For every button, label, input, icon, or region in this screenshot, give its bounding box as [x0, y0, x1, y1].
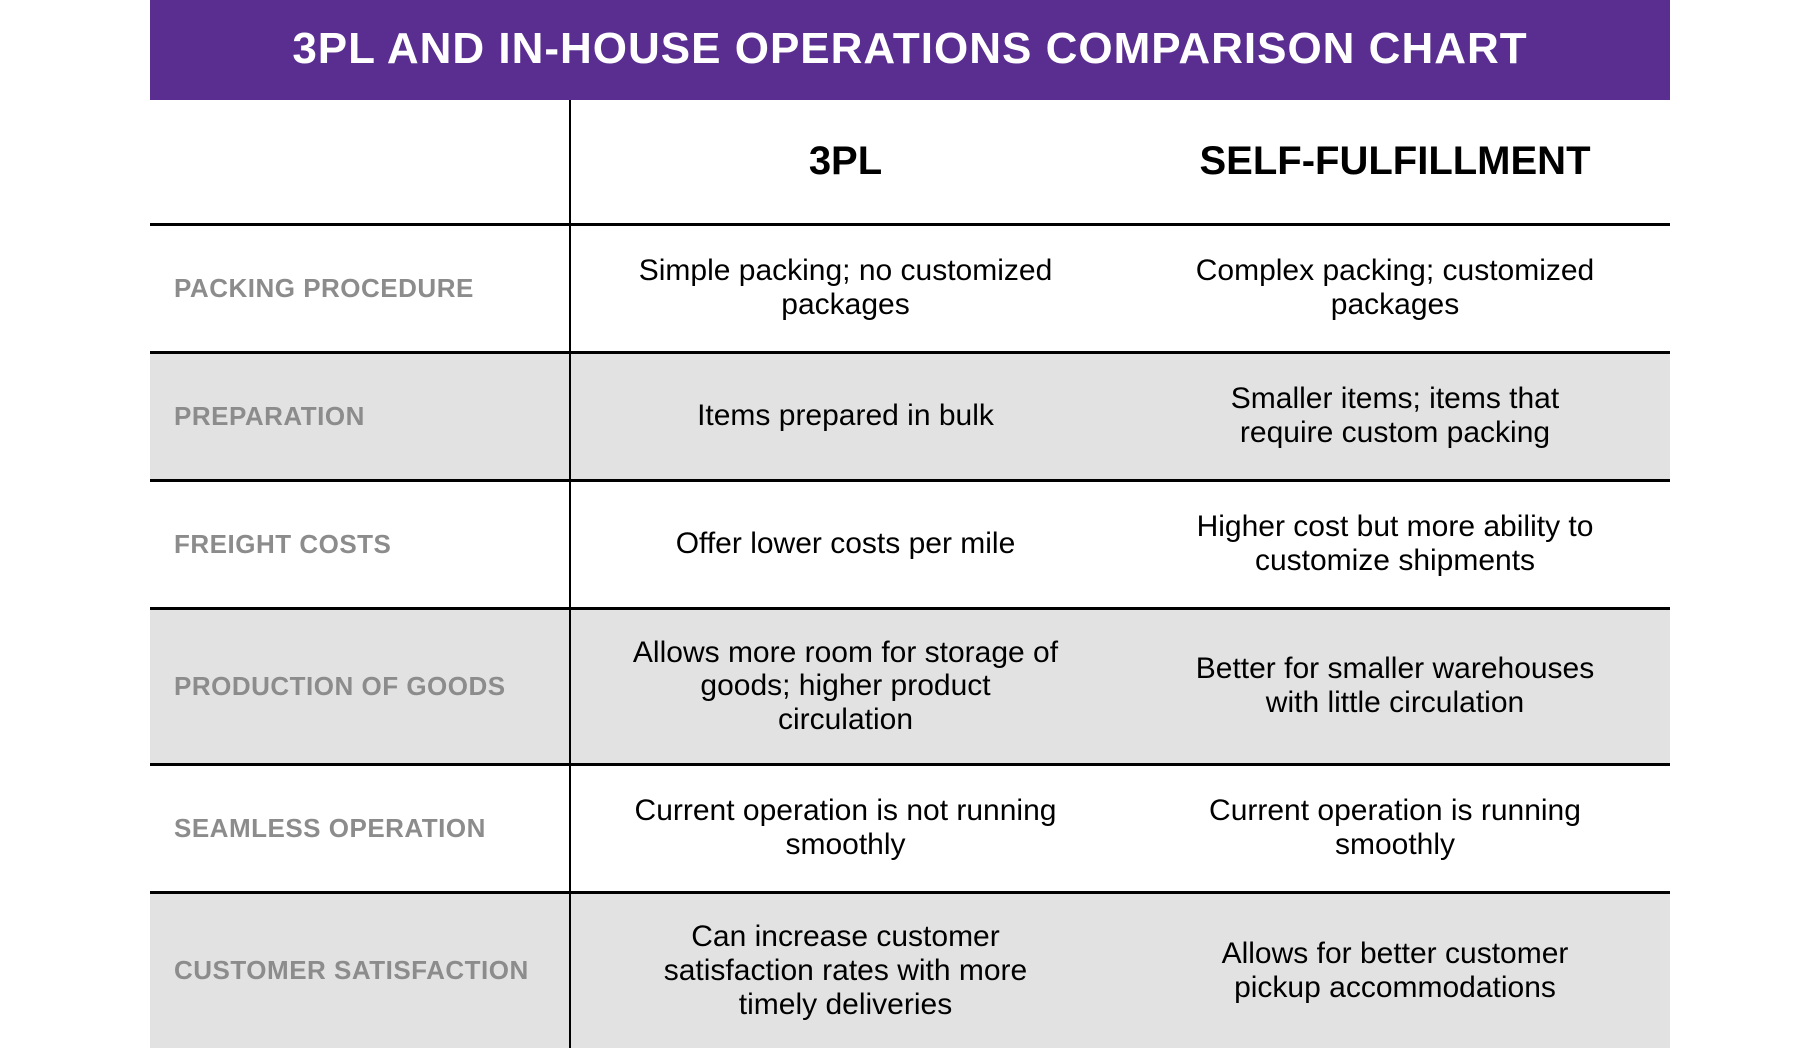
- cell-3pl: Can increase customer satisfaction rates…: [570, 892, 1120, 1048]
- cell-self: Current operation is running smoothly: [1120, 764, 1670, 892]
- cell-self: Smaller items; items that require custom…: [1120, 352, 1670, 480]
- cell-self: Higher cost but more ability to customiz…: [1120, 480, 1670, 608]
- row-label: PREPARATION: [150, 352, 570, 480]
- comparison-table: 3PL SELF-FULFILLMENT PACKING PROCEDURESi…: [150, 100, 1670, 1048]
- row-label: PRODUCTION OF GOODS: [150, 608, 570, 764]
- row-label: FREIGHT COSTS: [150, 480, 570, 608]
- table-row: PRODUCTION OF GOODSAllows more room for …: [150, 608, 1670, 764]
- table-row: PACKING PROCEDURESimple packing; no cust…: [150, 224, 1670, 352]
- row-label: CUSTOMER SATISFACTION: [150, 892, 570, 1048]
- row-label: SEAMLESS OPERATION: [150, 764, 570, 892]
- table-body: 3PL SELF-FULFILLMENT PACKING PROCEDURESi…: [150, 100, 1670, 1048]
- cell-3pl: Allows more room for storage of goods; h…: [570, 608, 1120, 764]
- chart-title: 3PL AND IN-HOUSE OPERATIONS COMPARISON C…: [150, 0, 1670, 100]
- cell-self: Complex packing; customized packages: [1120, 224, 1670, 352]
- cell-3pl: Simple packing; no customized packages: [570, 224, 1120, 352]
- cell-3pl: Current operation is not running smoothl…: [570, 764, 1120, 892]
- cell-3pl: Items prepared in bulk: [570, 352, 1120, 480]
- column-header-self: SELF-FULFILLMENT: [1120, 100, 1670, 224]
- comparison-chart: 3PL AND IN-HOUSE OPERATIONS COMPARISON C…: [150, 0, 1670, 1048]
- column-header-3pl: 3PL: [570, 100, 1120, 224]
- table-row: CUSTOMER SATISFACTIONCan increase custom…: [150, 892, 1670, 1048]
- table-header-row: 3PL SELF-FULFILLMENT: [150, 100, 1670, 224]
- cell-3pl: Offer lower costs per mile: [570, 480, 1120, 608]
- cell-self: Allows for better customer pickup accomm…: [1120, 892, 1670, 1048]
- table-row: PREPARATIONItems prepared in bulkSmaller…: [150, 352, 1670, 480]
- table-row: SEAMLESS OPERATIONCurrent operation is n…: [150, 764, 1670, 892]
- header-empty-cell: [150, 100, 570, 224]
- table-row: FREIGHT COSTSOffer lower costs per mileH…: [150, 480, 1670, 608]
- cell-self: Better for smaller warehouses with littl…: [1120, 608, 1670, 764]
- row-label: PACKING PROCEDURE: [150, 224, 570, 352]
